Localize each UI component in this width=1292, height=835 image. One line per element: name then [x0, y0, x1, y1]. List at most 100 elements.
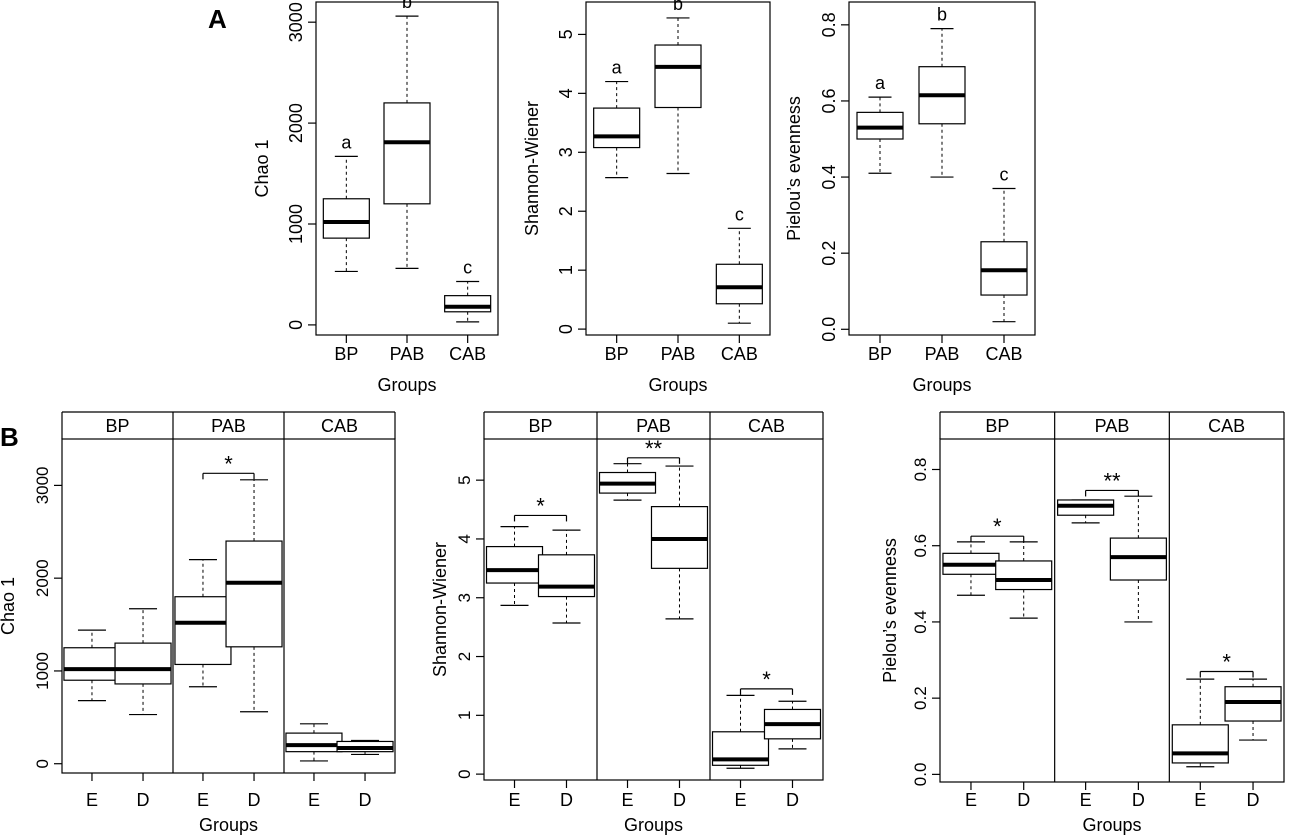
x-tick-label: CAB: [721, 344, 758, 364]
y-tick-label: 0.2: [819, 241, 839, 266]
box-1: [63, 629, 121, 702]
box-1: a: [322, 132, 370, 273]
significance-letter: a: [875, 73, 886, 93]
y-axis-label: Shannon-Wiener: [430, 542, 450, 677]
facet-label-bp: BP: [985, 416, 1009, 436]
box-body: [593, 107, 641, 149]
box-body: [1171, 724, 1229, 764]
x-tick-label: CAB: [985, 344, 1022, 364]
box-3: c: [980, 164, 1028, 323]
x-tick-label: E: [308, 790, 320, 810]
y-tick-label: 0: [556, 324, 576, 334]
x-tick-label: PAB: [661, 344, 696, 364]
box-1: a: [593, 58, 641, 179]
box-body: [63, 647, 121, 681]
box-5: [1171, 678, 1229, 768]
box-body: [654, 44, 702, 109]
significance-stars: *: [762, 667, 771, 692]
x-tick-label: E: [86, 790, 98, 810]
y-tick-label: 2000: [286, 103, 306, 143]
x-tick-label: E: [197, 790, 209, 810]
significance-bracket-cab: *: [1199, 649, 1254, 678]
y-tick-label: 5: [455, 475, 474, 484]
y-tick-label: 1: [455, 711, 474, 720]
x-tick-label: BP: [334, 344, 358, 364]
chart-3: 0.0 0.2 0.4 0.6 0.8 Pielou’s evenness Groups a b…: [784, 1, 1036, 395]
y-tick-label: 4: [556, 88, 576, 98]
significance-stars: *: [536, 493, 545, 518]
box-body: [444, 295, 492, 313]
x-tick-label: E: [735, 790, 747, 810]
box-2: b: [918, 5, 966, 178]
significance-letter: c: [735, 204, 744, 224]
y-tick-label: 0.8: [819, 12, 839, 37]
y-tick-label: 0.8: [911, 458, 930, 482]
significance-bracket-pab: *: [202, 451, 255, 480]
y-tick-label: 2: [556, 206, 576, 216]
x-axis-label: Groups: [624, 815, 683, 835]
significance-bracket-bp: *: [513, 493, 568, 522]
y-tick-label: 0.6: [819, 88, 839, 113]
y-tick-label: 0.0: [911, 763, 930, 787]
x-tick-label: E: [509, 790, 521, 810]
box-2: b: [383, 0, 431, 269]
x-tick-label: BP: [605, 344, 629, 364]
panel-label-a: A: [208, 4, 227, 34]
chart-5: 0 1 2 3 4 5 Shannon-Wiener Groups BP PAB CAB E D E D E D…: [430, 411, 824, 835]
facet-label-pab: PAB: [1095, 416, 1130, 436]
x-tick-label: BP: [868, 344, 892, 364]
chart-6: 0.0 0.2 0.4 0.6 0.8 Pielou’s evenness Groups BP…: [880, 411, 1285, 835]
panel-label-b: B: [0, 422, 19, 452]
box-6: [1224, 678, 1282, 741]
box-4: [1109, 495, 1167, 623]
facet-label-cab: CAB: [1208, 416, 1245, 436]
x-axis-label: Groups: [648, 375, 707, 395]
x-axis-label: Groups: [1082, 815, 1141, 835]
box-3: [174, 559, 232, 688]
y-axis-label: Chao 1: [0, 577, 18, 635]
facet-label-pab: PAB: [636, 416, 671, 436]
plot-frame: [61, 438, 396, 774]
y-tick-label: 0: [455, 769, 474, 778]
x-tick-label: CAB: [449, 344, 486, 364]
x-tick-label: E: [1080, 790, 1092, 810]
x-tick-label: D: [1247, 790, 1260, 810]
significance-bracket-pab: **: [1085, 468, 1139, 497]
x-tick-label: D: [137, 790, 150, 810]
significance-stars: *: [993, 514, 1002, 539]
box-body: [114, 642, 172, 685]
significance-letter: c: [463, 258, 472, 278]
box-3: c: [444, 258, 492, 323]
y-tick-label: 3000: [33, 466, 52, 504]
box-2: [114, 608, 172, 716]
x-tick-label: E: [1194, 790, 1206, 810]
x-tick-label: D: [248, 790, 261, 810]
box-2: [537, 529, 596, 624]
box-3: c: [715, 204, 763, 324]
significance-letter: b: [673, 0, 683, 14]
box-3: [1057, 499, 1115, 524]
y-tick-label: 1: [556, 265, 576, 275]
y-axis-label: Pielou’s evenness: [880, 538, 900, 683]
significance-stars: *: [1222, 649, 1231, 674]
x-tick-label: D: [560, 790, 573, 810]
significance-bracket-bp: *: [970, 514, 1025, 543]
significance-bracket-cab: *: [739, 667, 794, 695]
box-4: [225, 479, 283, 713]
x-tick-label: D: [359, 790, 372, 810]
x-tick-label: D: [786, 790, 799, 810]
significance-letter: a: [341, 132, 352, 152]
box-body: [322, 198, 370, 239]
box-1: [942, 541, 1000, 596]
significance-letter: c: [1000, 164, 1009, 184]
x-tick-label: D: [673, 790, 686, 810]
box-2: b: [654, 0, 702, 175]
x-tick-label: PAB: [390, 344, 425, 364]
box-2: [995, 541, 1053, 619]
x-tick-label: E: [622, 790, 634, 810]
significance-stars: **: [1103, 468, 1121, 493]
y-tick-label: 0.4: [911, 610, 930, 634]
chart-4: 0 1000 2000 3000 Chao 1 Groups BP PAB CAB E D E D E D *: [0, 411, 396, 835]
box-body: [225, 540, 283, 648]
